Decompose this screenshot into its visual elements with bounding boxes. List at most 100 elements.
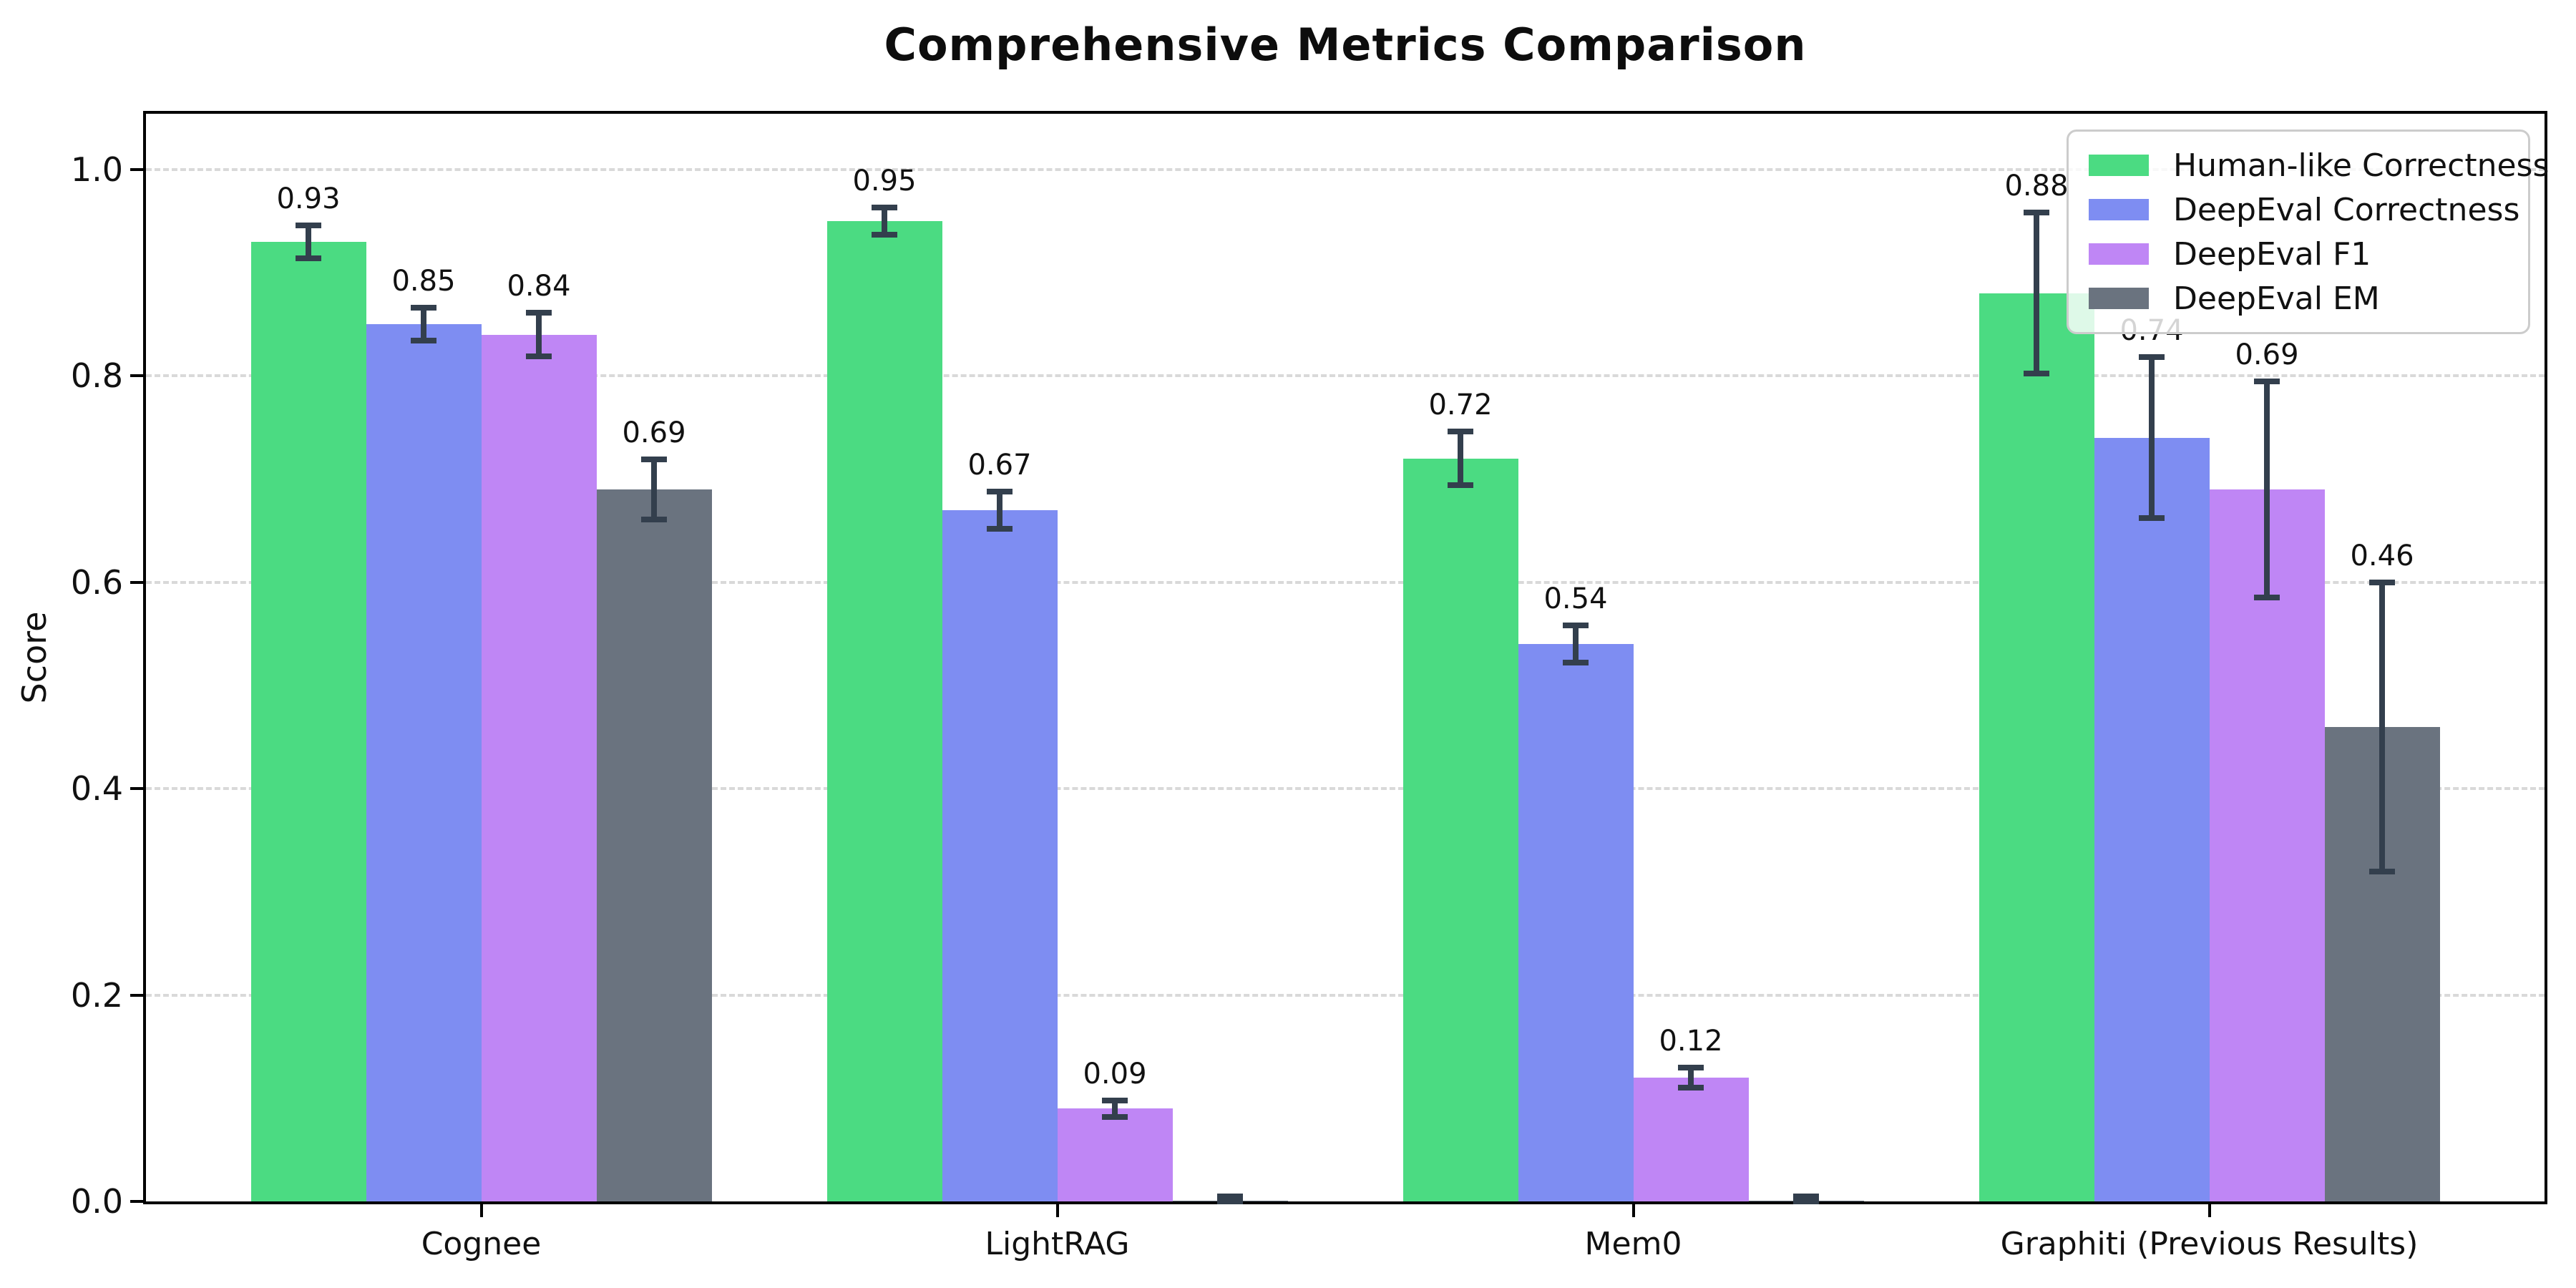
legend-label: DeepEval Correctness: [2173, 191, 2520, 228]
y-tick-mark: [130, 1200, 143, 1203]
error-bar-cap: [2369, 868, 2395, 874]
gridline: [146, 993, 2545, 997]
error-bar: [2034, 213, 2039, 374]
error-bar-cap: [1793, 1193, 1819, 1199]
error-bar-cap: [1102, 1097, 1128, 1103]
chart-title: Comprehensive Metrics Comparison: [884, 19, 1807, 71]
bar-value-label: 0.54: [1543, 582, 1608, 616]
error-bar-cap: [296, 255, 321, 261]
y-tick-label: 1.0: [70, 150, 123, 189]
error-bar-cap: [2139, 515, 2165, 522]
legend-label: DeepEval F1: [2173, 235, 2371, 273]
error-bar-cap: [641, 516, 667, 522]
y-tick-mark: [130, 374, 143, 378]
bar-value-label: 0.93: [276, 182, 341, 215]
bar-value-label: 0.69: [622, 416, 686, 450]
bar: [2094, 437, 2210, 1201]
legend-swatch-icon: [2089, 243, 2149, 265]
y-tick-label: 0.6: [70, 562, 123, 602]
error-bar: [421, 308, 426, 341]
legend-row: DeepEval Correctness: [2089, 187, 2519, 232]
y-tick-label: 0.8: [70, 356, 123, 396]
bar: [596, 489, 712, 1201]
error-bar-cap: [1793, 1199, 1819, 1204]
y-tick-label: 0.4: [70, 769, 123, 809]
bar: [1979, 293, 2094, 1201]
error-bar-cap: [411, 338, 436, 344]
error-bar: [1688, 1067, 1694, 1088]
error-bar-cap: [526, 310, 552, 316]
error-bar-cap: [1563, 623, 1589, 629]
bar: [1057, 1108, 1173, 1201]
bar-value-label: 0.12: [1659, 1024, 1723, 1058]
error-bar-cap: [1678, 1085, 1704, 1091]
error-bar: [2379, 582, 2385, 872]
error-bar-cap: [2254, 378, 2280, 384]
bar-value-label: 0.09: [1083, 1057, 1147, 1091]
error-bar-cap: [1448, 429, 1473, 435]
error-bar-cap: [2024, 210, 2049, 216]
error-bar: [306, 225, 311, 258]
error-bar: [1573, 625, 1579, 663]
bar: [1402, 458, 1518, 1201]
y-tick-mark: [130, 993, 143, 997]
y-tick-label: 0.0: [70, 1182, 123, 1221]
gridline: [146, 580, 2545, 584]
error-bar-cap: [1448, 482, 1473, 489]
error-bar-cap: [2139, 354, 2165, 361]
bar: [942, 509, 1058, 1201]
x-tick-mark: [479, 1204, 483, 1217]
x-tick-mark: [1631, 1204, 1635, 1217]
error-bar-cap: [641, 457, 667, 463]
bar: [481, 334, 597, 1201]
y-tick-mark: [130, 787, 143, 791]
legend: Human-like Correctness DeepEval Correctne…: [2067, 130, 2549, 334]
x-category-label: Cognee: [421, 1226, 542, 1262]
error-bar-cap: [411, 305, 436, 311]
error-bar: [536, 313, 542, 356]
legend-swatch-icon: [2089, 199, 2149, 220]
error-bar: [1458, 431, 1463, 486]
bar-value-label: 0.69: [2235, 338, 2299, 371]
error-bar-cap: [526, 353, 552, 359]
error-bar-cap: [1563, 660, 1589, 666]
y-tick-label: 0.2: [70, 975, 123, 1015]
error-bar: [651, 459, 657, 519]
legend-row: Human-like Correctness: [2089, 143, 2549, 187]
bar-value-label: 0.85: [391, 265, 456, 298]
x-category-label: LightRAG: [985, 1226, 1130, 1262]
bar: [250, 241, 366, 1201]
bar-value-label: 0.72: [1428, 389, 1493, 422]
bar: [2209, 489, 2325, 1201]
legend-swatch-icon: [2089, 288, 2149, 309]
bar: [1633, 1077, 1749, 1201]
error-bar-cap: [1102, 1113, 1128, 1120]
y-tick-mark: [130, 580, 143, 584]
bar: [826, 220, 942, 1201]
error-bar: [1112, 1100, 1118, 1117]
error-bar-cap: [2024, 371, 2049, 377]
error-bar-cap: [987, 488, 1013, 494]
error-bar-cap: [987, 525, 1013, 532]
error-bar: [997, 491, 1002, 529]
x-category-label: Graphiti (Previous Results): [2000, 1226, 2419, 1262]
error-bar-cap: [296, 222, 321, 228]
legend-row: DeepEval F1: [2089, 232, 2508, 276]
bar-value-label: 0.95: [852, 165, 917, 198]
y-tick-mark: [130, 167, 143, 171]
legend-label: DeepEval EM: [2173, 280, 2380, 317]
gridline: [146, 787, 2545, 791]
error-bar-cap: [1217, 1199, 1243, 1204]
bar-value-label: 0.67: [967, 448, 1032, 482]
gridline: [146, 374, 2545, 378]
error-bar-cap: [1678, 1064, 1704, 1070]
bar-value-label: 0.88: [2004, 170, 2069, 203]
legend-row: DeepEval EM: [2089, 276, 2508, 321]
bar-value-label: 0.84: [507, 270, 571, 303]
error-bar-cap: [872, 205, 897, 211]
error-bar: [2264, 381, 2270, 598]
legend-label: Human-like Correctness: [2173, 147, 2550, 184]
x-tick-mark: [2207, 1204, 2211, 1217]
error-bar-cap: [2254, 595, 2280, 601]
